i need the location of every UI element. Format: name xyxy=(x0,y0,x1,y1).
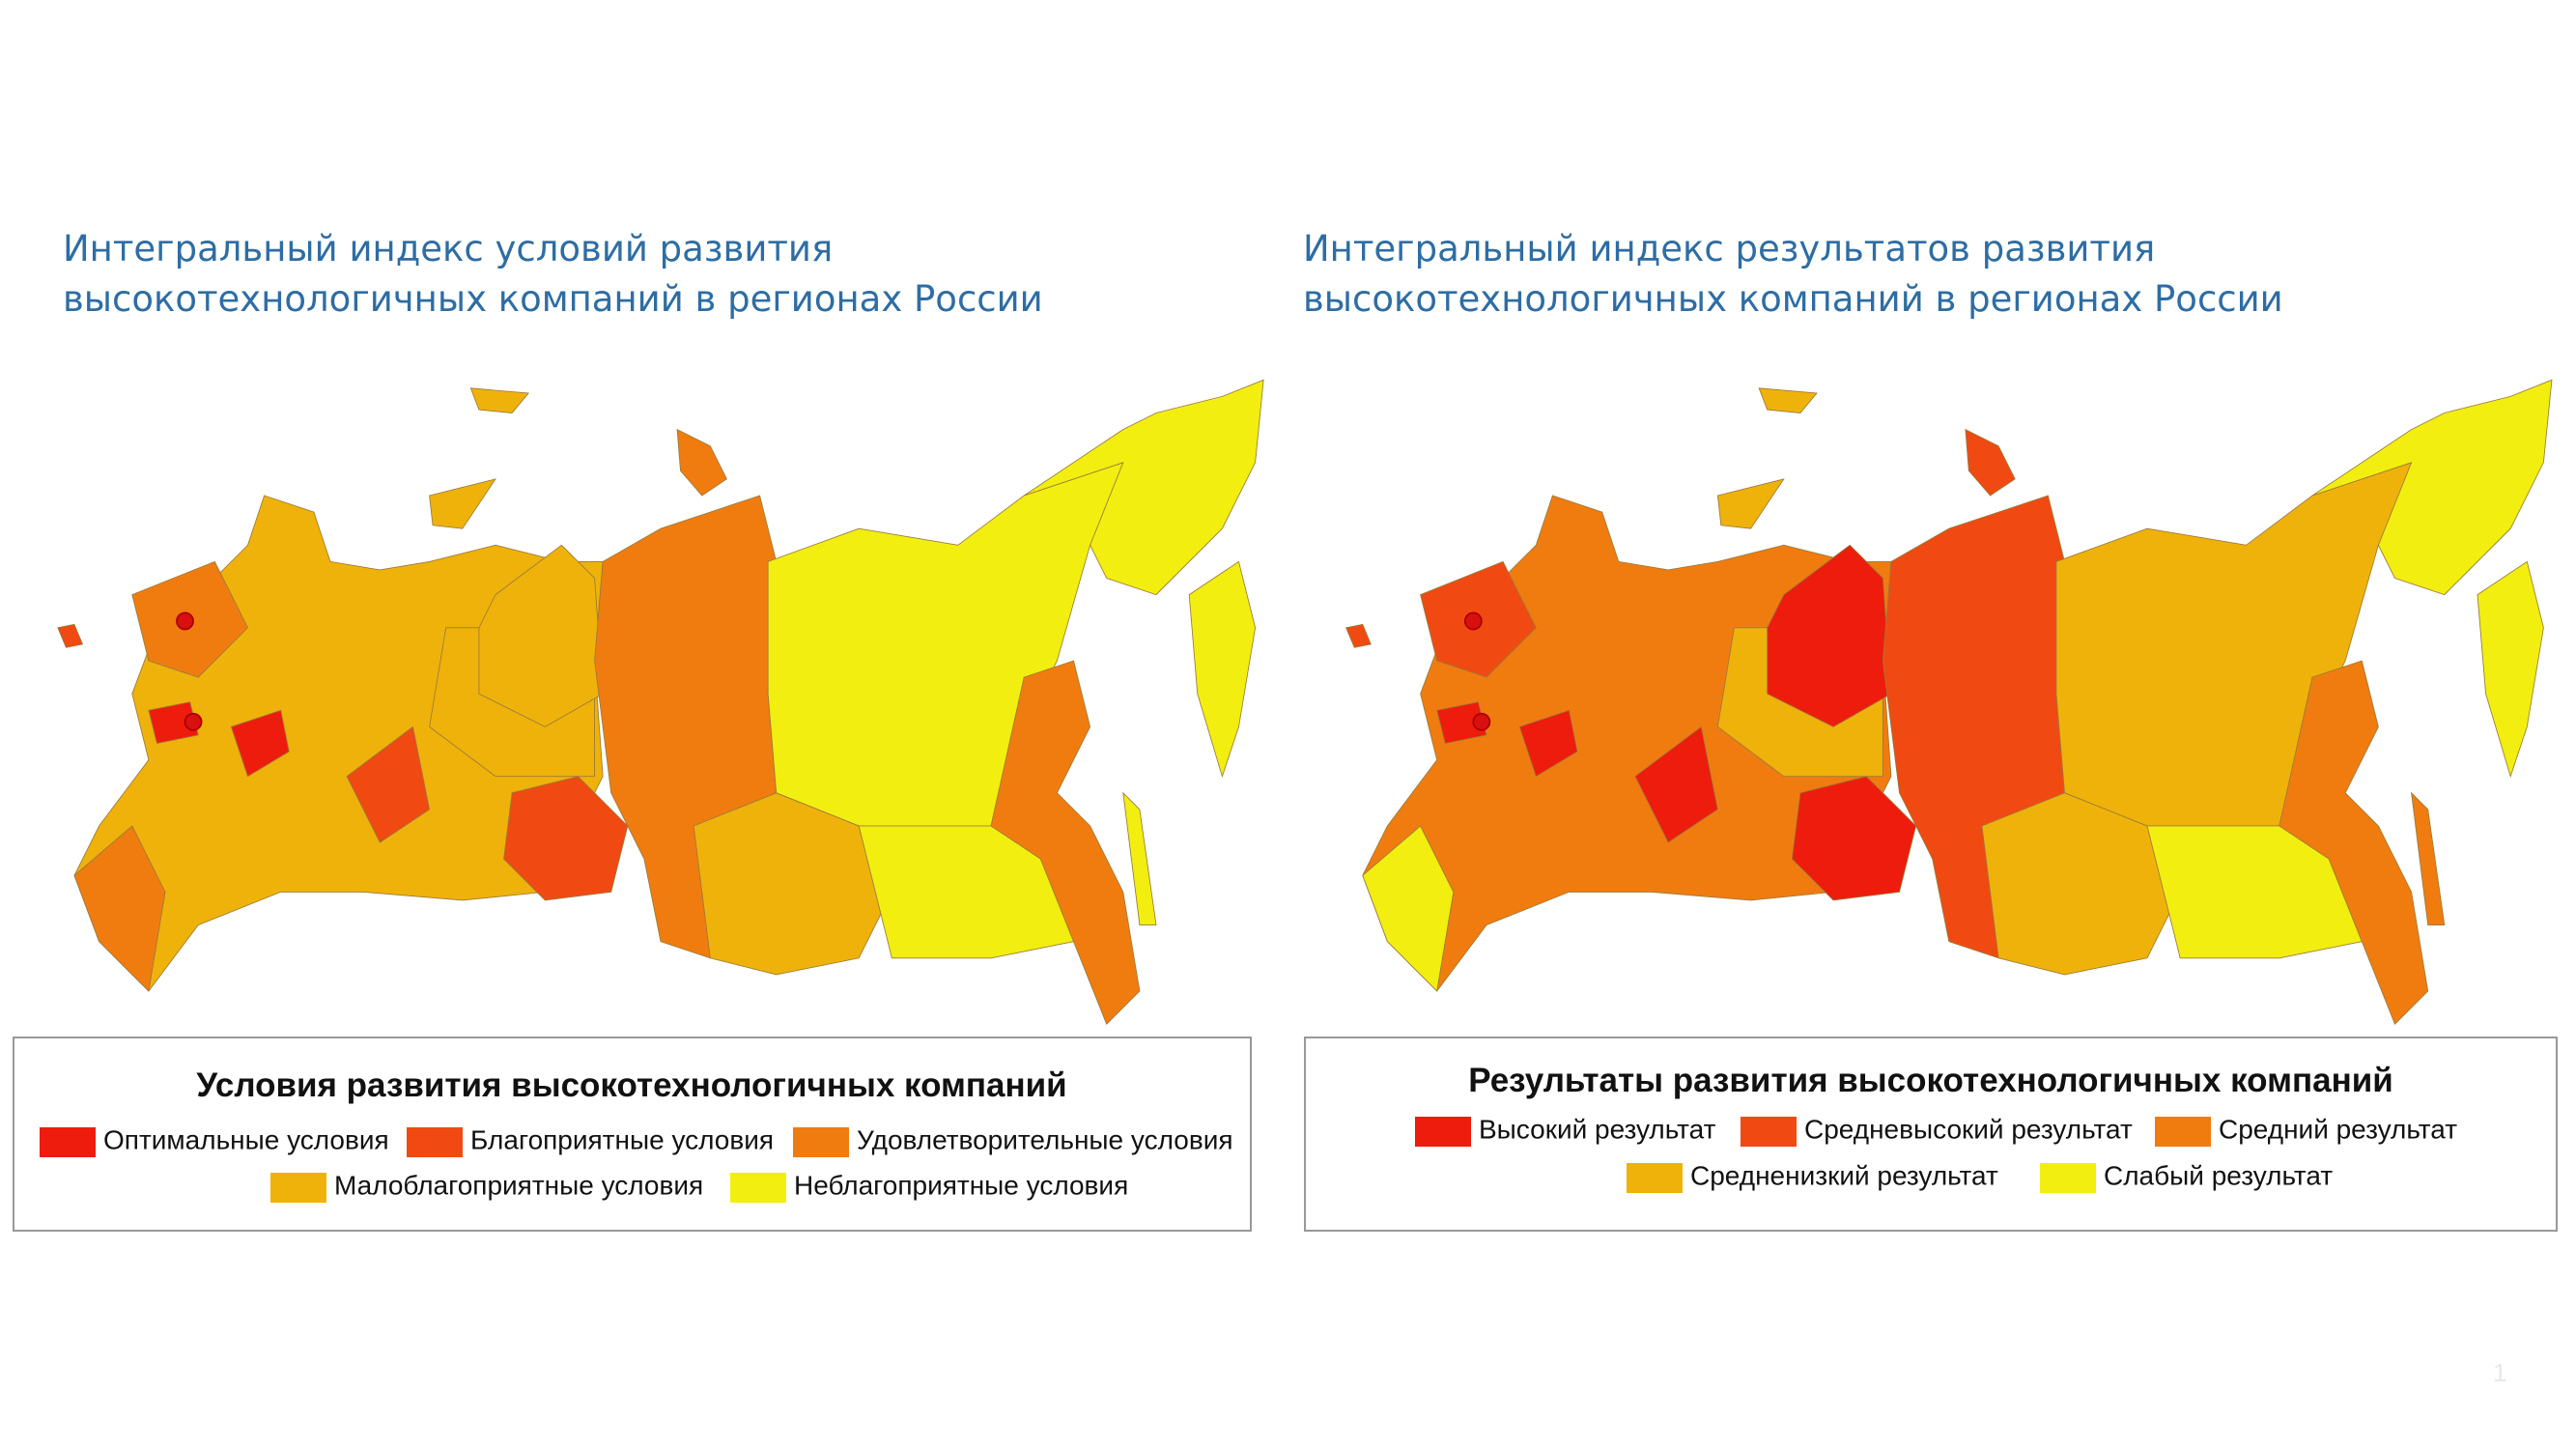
city-marker xyxy=(1472,712,1491,731)
legend-swatch xyxy=(270,1173,326,1203)
legend-box xyxy=(1304,1037,2558,1232)
legend-label: Удовлетворительные условия xyxy=(857,1124,1233,1154)
legend-swatch xyxy=(1741,1117,1797,1147)
region xyxy=(2055,461,2429,827)
legend-swatch xyxy=(1627,1163,1683,1193)
region xyxy=(1345,623,1373,649)
city-marker xyxy=(176,611,194,631)
legend-label: Средневысокий результат xyxy=(1804,1114,2133,1144)
legend-title: Результаты развития высокотехнологичных … xyxy=(1468,1062,2393,1099)
legend-label: Благоприятные условия xyxy=(470,1124,774,1154)
legend-label: Слабый результат xyxy=(2104,1160,2333,1190)
legend-label: Малоблагоприятные условия xyxy=(334,1170,703,1200)
region xyxy=(1121,791,1157,926)
panel-title: Интегральный индекс условий развития xyxy=(63,228,833,270)
legend-swatch xyxy=(407,1127,463,1157)
region xyxy=(767,461,1141,827)
legend-label: Средненизкий результат xyxy=(1690,1160,1998,1190)
panel-title: высокотехнологичных компаний в регионах … xyxy=(63,278,1043,320)
panel-title: Интегральный индекс результатов развития xyxy=(1303,228,2155,270)
region xyxy=(469,386,530,414)
map-results xyxy=(1345,379,2553,1026)
page-number: 1 xyxy=(2493,1358,2506,1387)
panel-title: высокотехнологичных компаний в регионах … xyxy=(1303,278,2283,320)
region xyxy=(1716,478,1785,530)
legend-label: Высокий результат xyxy=(1479,1114,1716,1144)
legend-swatch xyxy=(2040,1163,2096,1193)
legend-title: Условия развития высокотехнологичных ком… xyxy=(196,1066,1066,1104)
legend-swatch xyxy=(2155,1117,2211,1147)
legend-swatch xyxy=(40,1127,96,1157)
city-marker xyxy=(184,712,203,731)
region xyxy=(2410,791,2446,926)
legend-swatch xyxy=(730,1173,786,1203)
legend-label: Средний результат xyxy=(2219,1114,2457,1144)
legend-label: Неблагоприятные условия xyxy=(794,1170,1128,1200)
region xyxy=(1758,386,1818,414)
map-conditions xyxy=(56,379,1265,1026)
region xyxy=(1188,560,1257,778)
legend-label: Оптимальные условия xyxy=(103,1124,389,1154)
region xyxy=(428,478,496,530)
region xyxy=(1965,428,2017,497)
legend-swatch xyxy=(1415,1117,1471,1147)
region xyxy=(2477,560,2545,778)
city-marker xyxy=(1463,611,1483,631)
region xyxy=(56,623,84,649)
region xyxy=(676,428,728,497)
legend-swatch xyxy=(793,1127,849,1157)
legend-box xyxy=(13,1037,1252,1232)
